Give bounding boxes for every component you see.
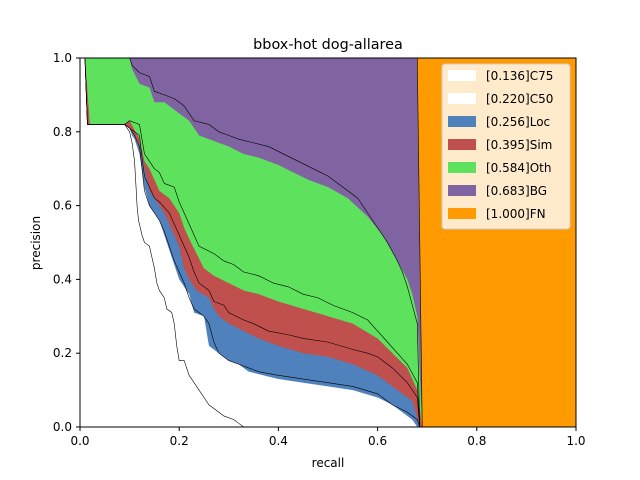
legend-swatch [448, 93, 476, 104]
legend-label: [0.256]Loc [486, 115, 550, 129]
curve-c50 [84, 57, 421, 428]
legend-swatch [448, 116, 476, 127]
legend: [0.136]C75 [0.220]C50 [0.256]Loc [0.395]Sim… [441, 63, 571, 230]
x-tick-label: 1.0 [566, 434, 585, 448]
x-axis-label: recall [312, 456, 345, 470]
x-tick-label: 0.8 [467, 434, 486, 448]
y-tick-label: 0.8 [53, 125, 72, 139]
y-tick-label: 0.4 [53, 272, 72, 286]
legend-label: [0.584]Oth [486, 161, 551, 175]
legend-swatch [448, 185, 476, 196]
x-tick-label: 0.2 [170, 434, 189, 448]
y-axis-label: precision [29, 216, 43, 270]
axes-frame [79, 57, 577, 428]
legend-label: [0.683]BG [486, 184, 547, 198]
y-tick-label: 0.6 [53, 199, 72, 213]
legend-swatch [448, 139, 476, 150]
legend-label: [0.220]C50 [486, 92, 553, 106]
legend-label: [0.136]C75 [486, 69, 553, 83]
x-tick-label: 0.0 [70, 434, 89, 448]
curve-sim [84, 57, 421, 428]
curve-c75 [84, 57, 244, 428]
curve-oth [129, 57, 421, 428]
curve-bg [416, 57, 423, 428]
y-tick-label: 1.0 [53, 51, 72, 65]
curve-loc [84, 57, 421, 428]
legend-label: [1.000]FN [486, 207, 546, 221]
chart-title: bbox-hot dog-allarea [253, 37, 403, 53]
axes: 0.0 0.2 0.4 0.6 0.8 1.0 0.0 0.2 0.4 0.6 0.8 1.0 [53, 51, 586, 448]
y-tick-label: 0.0 [53, 420, 72, 434]
area-0-136-c75 [80, 58, 244, 427]
legend-swatch [448, 162, 476, 173]
legend-swatch [448, 70, 476, 81]
x-tick-label: 0.6 [368, 434, 387, 448]
x-tick-label: 0.4 [269, 434, 288, 448]
y-tick-label: 0.2 [53, 346, 72, 360]
legend-swatch [448, 208, 476, 219]
legend-label: [0.395]Sim [486, 138, 552, 152]
